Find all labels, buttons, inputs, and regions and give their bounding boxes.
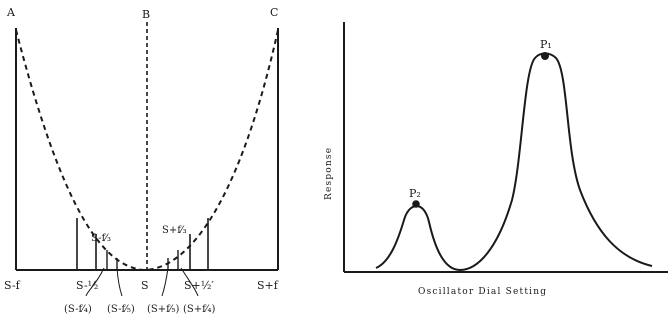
label-s: S [141, 279, 149, 292]
label-inner-left: S-f⁄₃ [91, 233, 111, 244]
label-b: B [142, 8, 150, 21]
label-s-minus-f: S-f [4, 279, 21, 292]
label-a: A [6, 6, 16, 19]
peak-p1-label: P₁ [540, 38, 552, 51]
label-c: C [270, 6, 278, 19]
peak-p2-label: P₂ [409, 187, 421, 200]
leader-line-4 [180, 267, 199, 297]
leader-line-3 [161, 267, 169, 297]
bottom-label-1: (S-f⁄₄) [64, 304, 92, 315]
bottom-label-2: (S-f⁄₅) [107, 304, 135, 315]
x-axis-label: Oscillator Dial Setting [418, 287, 547, 297]
peak-p2-marker [412, 200, 420, 208]
label-s-plus-half: S+½′ [184, 279, 214, 292]
dashed-parabola [15, 29, 279, 272]
label-inner-right: S+f⁄₃ [162, 225, 187, 236]
label-s-plus-f: S+f [257, 279, 279, 292]
y-axis-label: Response [324, 147, 334, 200]
leader-line-2 [116, 267, 123, 297]
left-diagram: A B C S-f S-½ S S+½′ S+f S-f⁄₃ S+f⁄₃ (S-… [4, 6, 279, 315]
bottom-label-4: (S+f⁄₄) [183, 304, 216, 315]
response-chart: P₂ P₁ Response Oscillator Dial Setting [324, 22, 668, 297]
peak-p1-marker [541, 52, 549, 60]
leader-line-1 [85, 267, 105, 297]
response-curve [375, 52, 653, 272]
label-s-minus-half: S-½ [76, 279, 98, 292]
bottom-label-3: (S+f⁄₅) [147, 304, 180, 315]
